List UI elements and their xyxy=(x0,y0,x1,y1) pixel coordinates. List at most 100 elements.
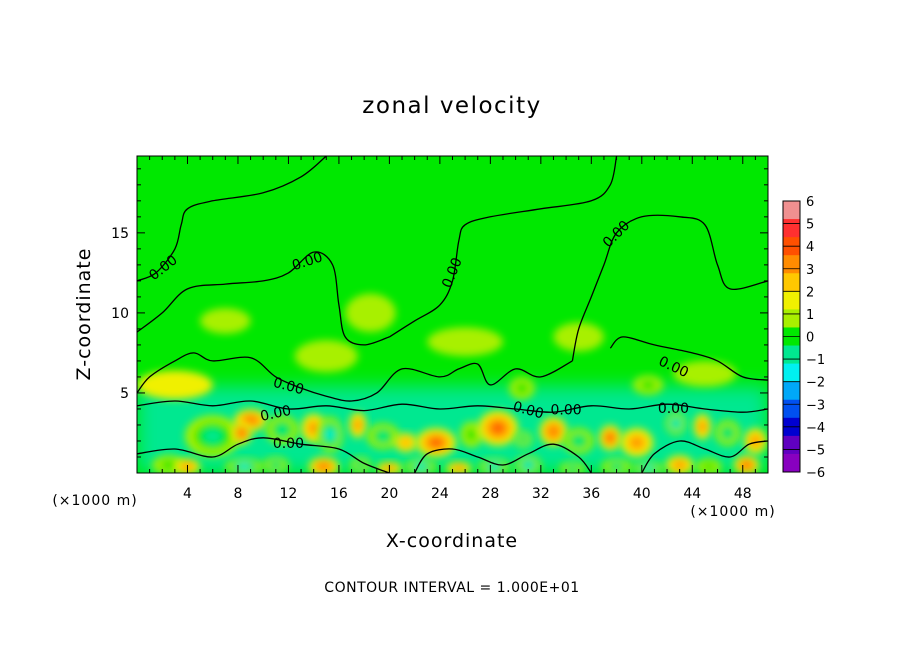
velocity-cell-level xyxy=(751,436,760,446)
velocity-cell-level xyxy=(357,462,364,468)
colorbar-swatch xyxy=(783,273,800,292)
velocity-cell xyxy=(184,415,241,457)
contour-label: 0.00 xyxy=(273,436,304,452)
x-unit-label-left: (×1000 m) xyxy=(52,493,137,509)
contour-line xyxy=(609,336,768,381)
colorbar: 6 5 4 3 2 1 0 −1 −2 −3 −4 −5 −6 xyxy=(782,195,825,481)
colorbar-label: −4 xyxy=(806,421,825,436)
velocity-cell xyxy=(263,456,289,473)
velocity-cell xyxy=(427,327,503,357)
colorbar-label: 0 xyxy=(806,331,814,346)
velocity-cell xyxy=(673,360,737,387)
velocity-cell xyxy=(415,428,457,457)
colorbar-swatch xyxy=(783,453,800,473)
velocity-cell-level xyxy=(607,434,614,441)
colorbar-swatch xyxy=(783,219,800,238)
velocity-cell xyxy=(308,456,339,473)
colorbar-label: −2 xyxy=(806,376,825,391)
velocity-cell-level xyxy=(239,430,245,436)
velocity-cell-level xyxy=(271,462,281,468)
velocity-cell xyxy=(366,423,400,449)
contour-line xyxy=(571,214,768,362)
colorbar-label: −3 xyxy=(806,398,825,413)
x-axis-label: X-coordinate xyxy=(386,530,518,552)
velocity-cell-level xyxy=(465,428,478,441)
chart-title: zonal velocity xyxy=(362,93,541,119)
velocity-cell-level xyxy=(699,422,706,431)
velocity-cell xyxy=(350,456,371,473)
contour-label: 0.00 xyxy=(658,401,689,417)
velocity-cell-level xyxy=(310,348,343,365)
velocity-cell xyxy=(620,428,654,457)
velocity-cell xyxy=(563,428,594,454)
velocity-cell-level xyxy=(354,420,361,430)
velocity-cell xyxy=(265,415,299,445)
velocity-cell xyxy=(394,432,418,453)
colorbar-label: 1 xyxy=(806,308,814,323)
colorbar-swatch xyxy=(783,435,800,455)
contour-line xyxy=(414,443,592,473)
velocity-cell-level xyxy=(357,303,384,323)
velocity-cell xyxy=(665,412,686,435)
velocity-cell xyxy=(345,293,396,333)
y-tick-label: 15 xyxy=(111,226,129,242)
x-tick-label: 44 xyxy=(683,486,701,502)
x-tick-label: 36 xyxy=(582,486,600,502)
velocity-cell-level xyxy=(549,427,557,435)
colorbar-label: 6 xyxy=(806,195,814,210)
colorbar-swatch xyxy=(783,345,800,365)
velocity-cell xyxy=(693,413,712,440)
y-axis-ticks: 5 10 15 xyxy=(111,168,768,458)
velocity-cell xyxy=(515,455,541,473)
velocity-cell-level xyxy=(492,423,503,433)
velocity-cell xyxy=(349,412,367,438)
velocity-cell xyxy=(477,410,519,446)
contour-label: 0.00 xyxy=(511,399,545,423)
velocity-cell-level xyxy=(631,437,643,448)
velocity-cell-level xyxy=(611,463,622,470)
velocity-cell-level xyxy=(525,462,532,468)
velocity-anomaly-field xyxy=(137,293,767,473)
velocity-cell-level xyxy=(490,464,498,469)
velocity-cell-level xyxy=(566,329,592,345)
contour-line xyxy=(137,400,768,413)
x-tick-label: 40 xyxy=(633,486,651,502)
velocity-cell-level xyxy=(212,314,238,328)
velocity-cell xyxy=(509,376,535,400)
velocity-cell xyxy=(696,458,722,473)
contour-line xyxy=(389,156,618,338)
velocity-cell-level xyxy=(689,367,721,381)
colorbar-swatch xyxy=(783,201,800,220)
velocity-cell-level xyxy=(568,466,577,471)
colorbar-label: −6 xyxy=(806,466,825,481)
velocity-cell-level xyxy=(454,466,464,471)
velocity-cell-level xyxy=(319,464,328,469)
velocity-cell xyxy=(225,458,264,473)
velocity-cell xyxy=(632,375,664,395)
velocity-cell xyxy=(137,370,213,400)
x-tick-label: 32 xyxy=(532,486,550,502)
colorbar-swatch xyxy=(783,363,800,383)
x-tick-label: 28 xyxy=(481,486,499,502)
velocity-cell xyxy=(733,455,760,473)
velocity-cell-level xyxy=(673,420,679,427)
x-unit-label-right: (×1000 m) xyxy=(690,504,775,520)
velocity-cell xyxy=(405,458,437,473)
velocity-cell xyxy=(744,428,767,454)
colorbar-label: 3 xyxy=(806,263,814,278)
velocity-cell-level xyxy=(155,377,194,393)
velocity-cell xyxy=(200,308,251,334)
velocity-cell-level xyxy=(573,436,584,446)
velocity-cell-level xyxy=(309,423,318,433)
x-axis-ticks: 4 8 12 16 20 24 28 32 36 40 44 48 xyxy=(149,156,756,502)
contour-line xyxy=(137,352,573,402)
velocity-cell xyxy=(553,322,604,352)
velocity-cell xyxy=(317,416,343,453)
velocity-cell-level xyxy=(160,460,177,470)
contour-label: 0.00 xyxy=(259,403,293,425)
velocity-cell-level xyxy=(203,429,222,444)
velocity-cell-level xyxy=(723,428,732,438)
x-tick-label: 12 xyxy=(280,486,298,502)
velocity-cell-level xyxy=(246,417,255,423)
